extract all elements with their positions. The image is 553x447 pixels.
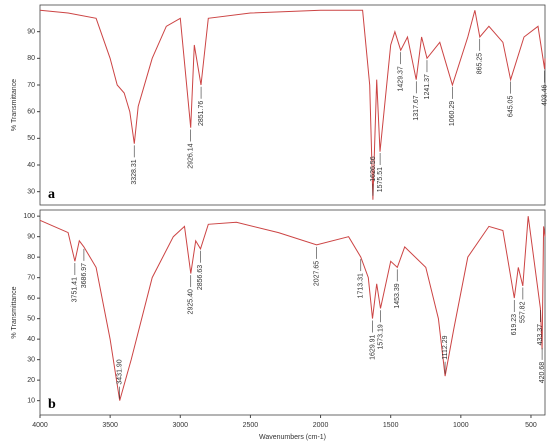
peak-label: 1626.56	[370, 156, 377, 181]
peak-label: 3751.41	[72, 277, 79, 302]
peak-label: 3431.90	[117, 359, 124, 384]
panel-label: b	[48, 397, 56, 412]
peak-label: 1453.39	[394, 283, 401, 308]
peak-label: 2926.14	[187, 143, 194, 168]
y-tick-label: 10	[27, 397, 35, 404]
peak-label: 557.82	[520, 301, 527, 323]
x-tick-label: 3000	[172, 422, 188, 429]
y-tick-label: 60	[27, 109, 35, 116]
peak-label: 2851.76	[198, 101, 205, 126]
peak-label: 865.25	[477, 53, 484, 75]
y-tick-label: 20	[27, 377, 35, 384]
peak-label: 1629.91	[369, 334, 376, 359]
spectrum-line	[39, 216, 546, 401]
y-axis-label: % Transmittance	[11, 286, 18, 338]
peak-label: 2925.40	[188, 289, 195, 314]
x-tick-label: 1000	[453, 422, 469, 429]
peak-label: 1241.37	[424, 74, 431, 99]
y-tick-label: 50	[27, 315, 35, 322]
peak-label: 1060.29	[449, 101, 456, 126]
x-axis-label: Wavenumbers (cm-1)	[259, 434, 326, 441]
peak-label: 619.23	[511, 314, 518, 336]
y-tick-label: 30	[27, 356, 35, 363]
peak-label: 1112.29	[442, 335, 449, 359]
peak-label: 1573.19	[377, 324, 384, 349]
peak-label: 3686.97	[81, 263, 88, 288]
panel-label: a	[48, 187, 55, 202]
x-tick-label: 3500	[102, 422, 118, 429]
x-tick-label: 4000	[32, 422, 48, 429]
x-tick-label: 2500	[243, 422, 259, 429]
y-tick-label: 50	[27, 135, 35, 142]
y-tick-label: 80	[27, 55, 35, 62]
y-tick-label: 60	[27, 295, 35, 302]
plot-frame	[39, 209, 546, 416]
plot-frame	[39, 4, 546, 206]
y-tick-label: 30	[27, 189, 35, 196]
peak-label: 2856.63	[197, 265, 204, 290]
x-tick-label: 2000	[313, 422, 329, 429]
y-tick-label: 40	[27, 336, 35, 343]
peak-label: 1429.37	[397, 66, 404, 91]
y-tick-label: 70	[27, 274, 35, 281]
y-tick-label: 100	[23, 213, 35, 220]
x-tick-label: 500	[525, 422, 537, 429]
peak-label: 433.37	[537, 324, 544, 346]
y-tick-label: 80	[27, 254, 35, 261]
y-tick-label: 40	[27, 162, 35, 169]
y-tick-label: 90	[27, 29, 35, 36]
peak-label: 2027.65	[314, 261, 321, 286]
peak-label: 1713.31	[358, 273, 365, 298]
spectrum-line	[39, 9, 546, 200]
x-tick-label: 1500	[383, 422, 399, 429]
y-axis-label: % Transmittance	[11, 79, 18, 131]
peak-label: 403.46	[541, 84, 548, 106]
peak-label: 3328.31	[131, 159, 138, 184]
peak-label: 1575.51	[377, 167, 384, 192]
peak-label: 1317.67	[413, 95, 420, 120]
y-tick-label: 90	[27, 233, 35, 240]
peak-label: 645.05	[507, 96, 514, 118]
peak-label: 420.68	[539, 362, 546, 384]
y-tick-label: 70	[27, 82, 35, 89]
